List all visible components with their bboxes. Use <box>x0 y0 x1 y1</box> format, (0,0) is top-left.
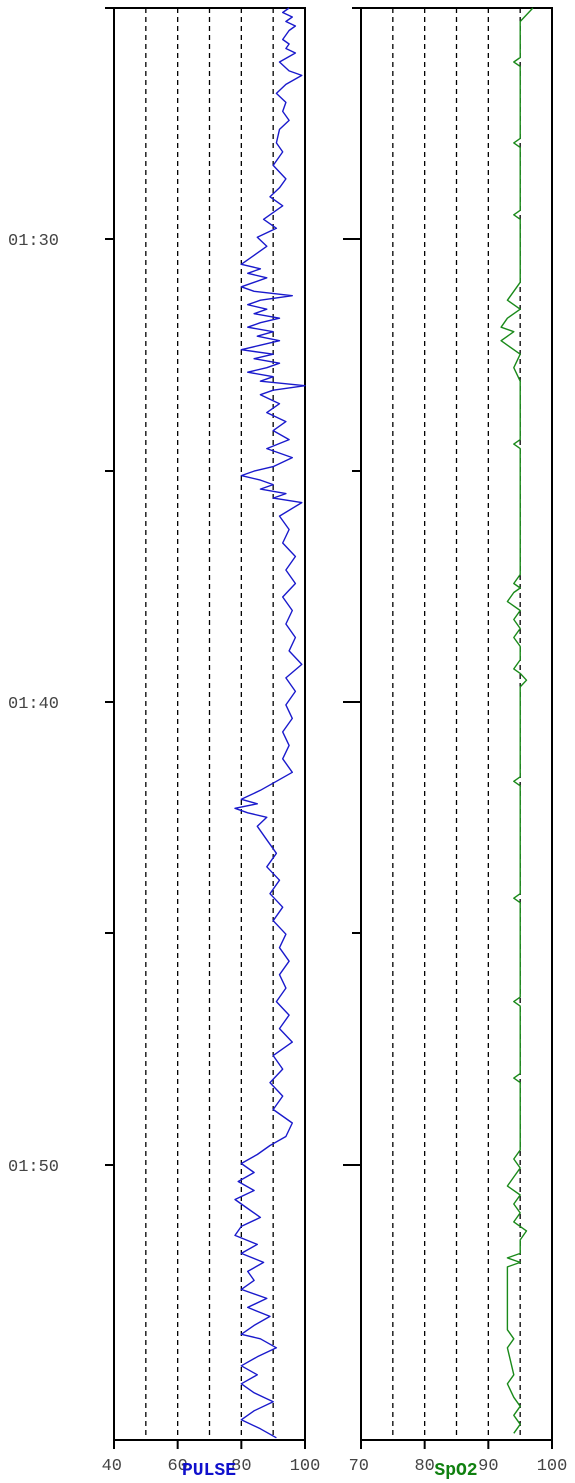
spo2-x-tick-label-80: 80 <box>414 1457 434 1476</box>
pulse-series-line <box>234 7 306 1439</box>
time-label-0150: 01:50 <box>8 1158 59 1177</box>
spo2-gridlines <box>392 8 521 1440</box>
spo2-title: SpO2 <box>434 1461 477 1481</box>
pulse-x-ticks: 40 60 80 100 <box>102 1440 321 1476</box>
time-label-0140: 01:40 <box>8 695 59 714</box>
pulse-panel: 40 60 80 100 <box>102 7 321 1476</box>
spo2-panel: 70 80 90 100 <box>349 7 568 1476</box>
spo2-x-ticks: 70 80 90 100 <box>349 1440 568 1476</box>
pulse-title: PULSE <box>182 1461 236 1481</box>
pulse-x-tick-label-100: 100 <box>290 1457 321 1476</box>
spo2-series-line <box>500 7 534 1434</box>
spo2-x-tick-label-70: 70 <box>349 1457 369 1476</box>
pulse-x-tick-label-40: 40 <box>102 1457 122 1476</box>
pulse-gridlines <box>145 8 274 1440</box>
spo2-x-tick-label-90: 90 <box>478 1457 498 1476</box>
spo2-x-tick-label-100: 100 <box>537 1457 568 1476</box>
pulse-x-tick-label-60: 60 <box>167 1457 187 1476</box>
pulse-x-tick-label-80: 80 <box>231 1457 251 1476</box>
time-axis: 01:30 01:40 01:50 <box>8 7 361 1177</box>
time-label-0130: 01:30 <box>8 232 59 251</box>
